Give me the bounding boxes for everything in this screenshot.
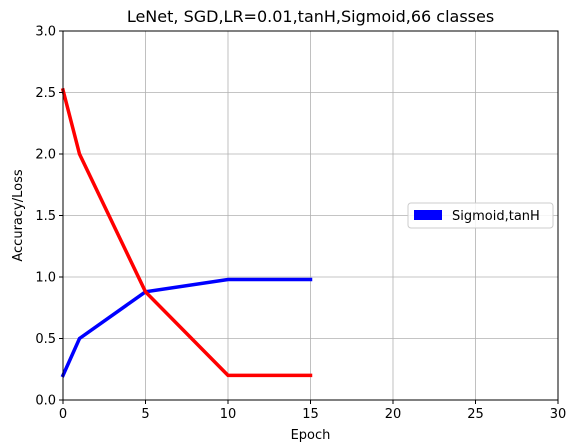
x-tick-label: 15 (302, 407, 319, 422)
y-tick-label: 1.0 (35, 271, 56, 286)
x-tick-label: 0 (59, 407, 67, 422)
x-axis: 0 5 10 15 20 25 30 (59, 400, 566, 422)
legend-label: Sigmoid,tanH (452, 209, 540, 224)
y-tick-label: 0.0 (35, 394, 56, 409)
chart-title: LeNet, SGD,LR=0.01,tanH,Sigmoid,66 class… (127, 7, 494, 26)
legend-box (407, 202, 554, 229)
x-axis-title: Epoch (291, 428, 331, 443)
series-lines (60, 87, 313, 378)
y-tick-label: 3.0 (35, 25, 56, 40)
y-tick-label: 2.5 (35, 86, 56, 101)
x-tick-label: 20 (385, 407, 402, 422)
x-tick-label: 5 (141, 407, 149, 422)
series-line-0 (60, 277, 313, 378)
legend: Sigmoid,tanH (407, 202, 554, 229)
y-axis-title: Accuracy/Loss (11, 169, 26, 261)
x-tick-label: 10 (220, 407, 237, 422)
y-tick-label: 2.0 (35, 148, 56, 163)
x-tick-label: 25 (467, 407, 484, 422)
legend-swatch (414, 210, 442, 220)
y-tick-label: 0.5 (35, 332, 56, 347)
y-axis: 0.0 0.5 1.0 1.5 2.0 2.5 3.0 (35, 25, 63, 409)
series-line-1 (60, 87, 313, 378)
x-tick-label: 30 (550, 407, 567, 422)
y-tick-label: 1.5 (35, 209, 56, 224)
